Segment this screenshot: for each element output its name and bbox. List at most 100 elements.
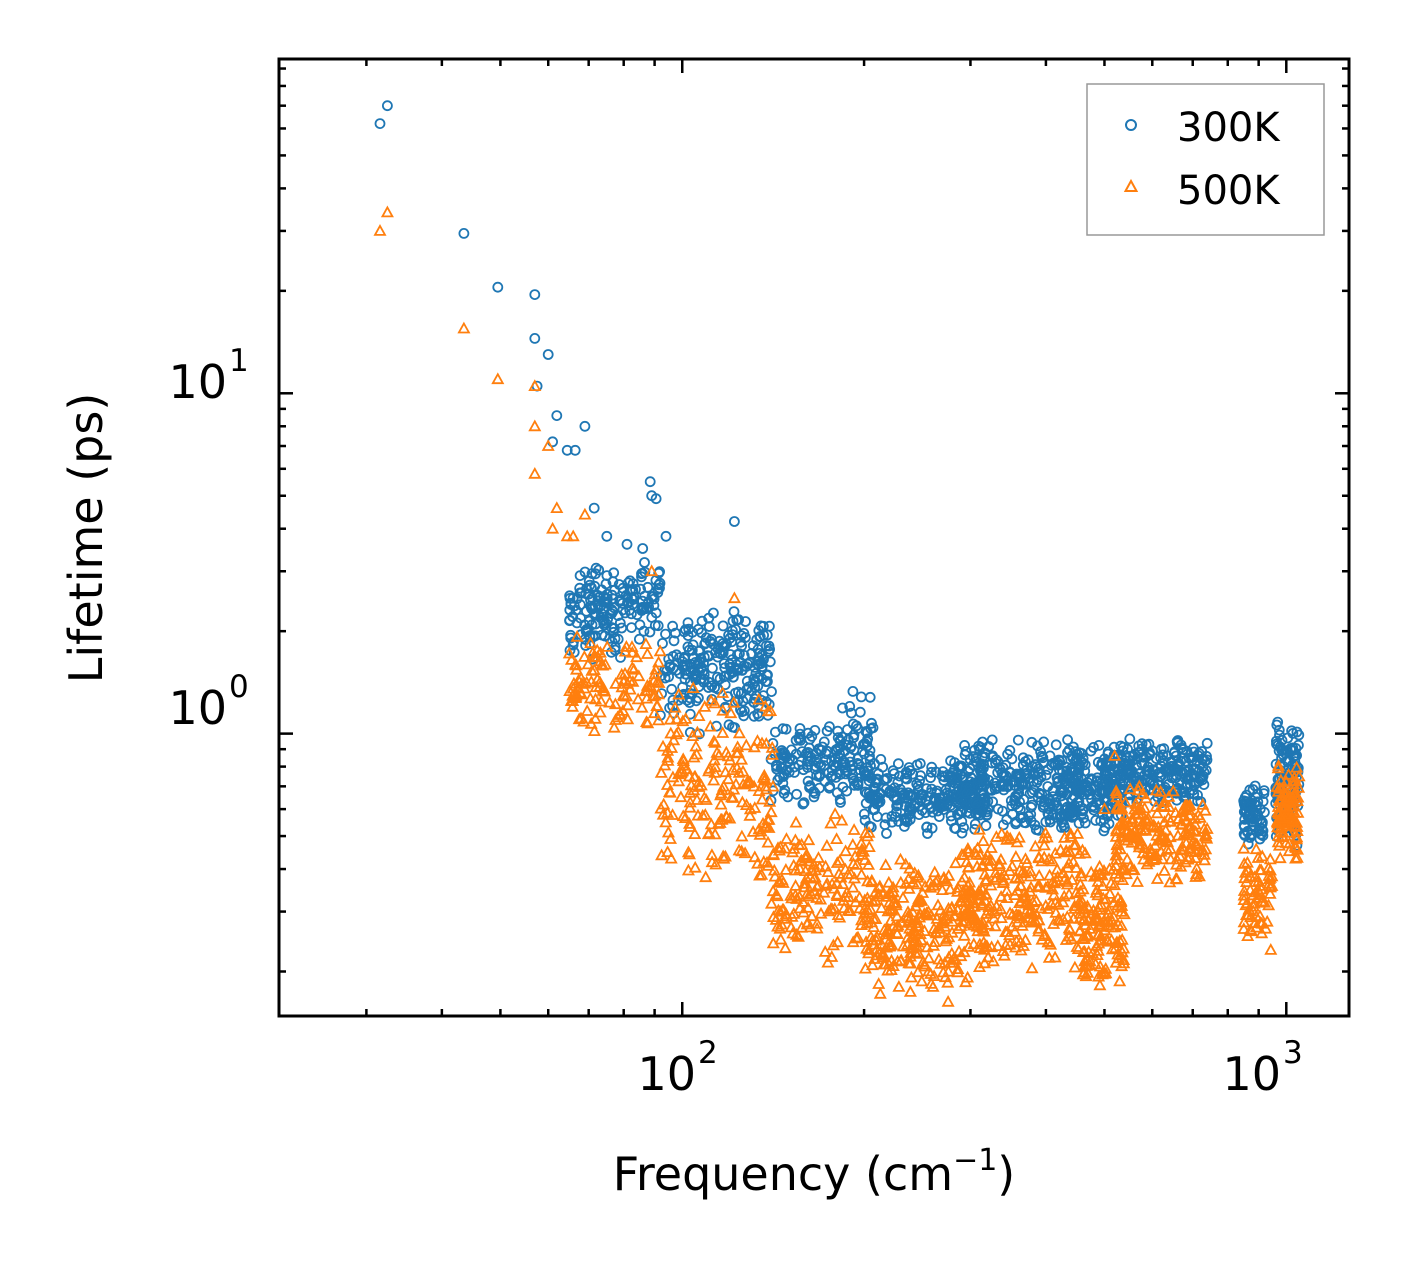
data-point-500k <box>994 889 1008 902</box>
data-point-500k <box>808 870 822 883</box>
data-point-500k <box>764 896 779 909</box>
data-point-500k <box>814 906 828 919</box>
data-point-500k <box>1108 920 1122 933</box>
data-point-500k <box>1115 826 1129 839</box>
data-point-500k <box>727 591 741 604</box>
data-point-500k <box>567 676 581 689</box>
data-point-300k <box>1055 808 1066 820</box>
data-point-500k <box>714 797 728 810</box>
data-point-500k <box>563 684 577 696</box>
data-point-500k <box>1076 902 1090 915</box>
data-point-300k <box>1066 793 1078 805</box>
data-point-500k <box>951 965 965 978</box>
data-point-500k <box>664 851 678 864</box>
data-point-300k <box>824 782 835 794</box>
data-point-300k <box>696 627 707 639</box>
data-point-300k <box>1186 755 1198 766</box>
data-point-500k <box>1161 811 1175 823</box>
data-point-500k <box>1022 911 1036 924</box>
data-point-500k <box>600 640 614 652</box>
data-point-300k <box>1286 725 1297 737</box>
data-point-300k <box>1062 809 1074 821</box>
data-point-500k <box>771 919 785 932</box>
data-point-300k <box>746 685 758 697</box>
data-point-500k <box>886 880 900 893</box>
data-point-300k <box>1246 795 1258 806</box>
data-point-300k <box>1118 775 1129 786</box>
data-point-300k <box>1079 765 1091 777</box>
data-point-300k <box>529 289 541 301</box>
data-point-500k <box>1009 870 1023 883</box>
data-point-500k <box>908 924 922 936</box>
data-point-300k <box>903 809 915 821</box>
data-point-500k <box>663 712 677 725</box>
data-point-500k <box>632 669 646 682</box>
data-point-300k <box>1079 759 1091 771</box>
data-point-500k <box>779 832 794 844</box>
data-point-500k <box>1114 815 1128 828</box>
data-point-500k <box>1147 849 1161 862</box>
data-point-300k <box>667 694 679 706</box>
data-point-500k <box>879 858 893 870</box>
data-point-500k <box>1012 830 1026 843</box>
data-point-500k <box>689 739 703 752</box>
data-point-500k <box>1068 899 1082 911</box>
data-point-300k <box>1291 750 1302 761</box>
data-point-500k <box>652 655 666 668</box>
data-point-500k <box>683 820 697 832</box>
data-point-500k <box>809 863 823 876</box>
data-point-500k <box>1263 887 1277 899</box>
data-point-500k <box>926 980 940 992</box>
data-point-500k <box>1238 871 1252 884</box>
data-point-300k <box>729 516 740 527</box>
data-point-500k <box>1093 859 1107 872</box>
data-point-500k <box>1171 812 1185 825</box>
data-point-300k <box>858 808 870 820</box>
data-point-500k <box>1015 865 1029 878</box>
data-point-300k <box>844 701 856 712</box>
data-point-500k <box>708 760 722 773</box>
data-point-300k <box>956 827 968 839</box>
data-point-300k <box>1086 774 1098 786</box>
data-point-500k <box>1136 846 1150 859</box>
data-point-300k <box>974 809 986 821</box>
data-point-500k <box>661 743 675 756</box>
data-point-500k <box>1032 868 1046 881</box>
data-point-300k <box>892 799 904 811</box>
data-point-300k <box>906 789 917 801</box>
data-point-300k <box>569 444 581 456</box>
data-point-300k <box>847 686 859 697</box>
data-point-500k <box>1139 823 1153 836</box>
data-point-500k <box>965 904 979 917</box>
data-point-300k <box>802 727 814 739</box>
data-point-500k <box>616 674 631 687</box>
data-point-300k <box>1193 747 1205 759</box>
data-point-500k <box>682 817 697 829</box>
data-point-300k <box>966 772 977 784</box>
data-point-500k <box>714 788 728 801</box>
data-point-300k <box>715 648 727 660</box>
data-point-500k <box>958 914 972 926</box>
data-point-300k <box>551 410 563 422</box>
data-point-500k <box>968 896 982 909</box>
data-point-500k <box>1110 935 1124 948</box>
data-point-300k <box>926 766 937 778</box>
data-point-300k <box>1040 769 1052 781</box>
data-point-500k <box>1237 841 1251 854</box>
data-point-500k <box>841 903 855 916</box>
data-point-300k <box>1010 816 1022 828</box>
data-point-300k <box>802 759 813 771</box>
data-point-500k <box>1032 913 1046 926</box>
data-point-300k <box>1029 819 1041 831</box>
data-point-500k <box>793 901 807 914</box>
data-point-500k <box>917 906 931 919</box>
data-point-300k <box>726 665 737 677</box>
data-point-500k <box>1069 861 1083 873</box>
data-point-300k <box>980 778 991 790</box>
data-point-500k <box>1037 838 1051 851</box>
data-point-300k <box>866 717 877 729</box>
data-point-300k <box>894 770 905 782</box>
data-point-300k <box>1162 763 1173 774</box>
data-point-300k <box>1146 745 1158 757</box>
data-point-300k <box>1043 803 1055 815</box>
